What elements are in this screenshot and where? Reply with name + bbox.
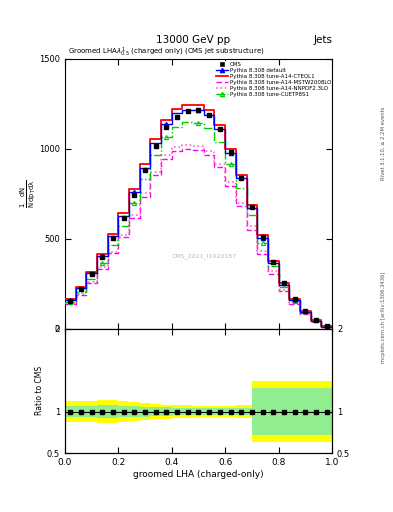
X-axis label: groomed LHA (charged-only): groomed LHA (charged-only)	[133, 470, 264, 479]
Y-axis label: $\mathregular{\frac{1}{N} \frac{dN}{d p_T d\lambda}}$: $\mathregular{\frac{1}{N} \frac{dN}{d p_…	[18, 180, 38, 208]
Text: 13000 GeV pp: 13000 GeV pp	[156, 35, 230, 45]
Text: Groomed LHA$\lambda^{1}_{0.5}$ (charged only) (CMS jet substructure): Groomed LHA$\lambda^{1}_{0.5}$ (charged …	[68, 46, 264, 59]
Text: Rivet 3.1.10, ≥ 2.2M events: Rivet 3.1.10, ≥ 2.2M events	[381, 106, 386, 180]
Text: mcplots.cern.ch [arXiv:1306.3436]: mcplots.cern.ch [arXiv:1306.3436]	[381, 272, 386, 363]
Legend: CMS, Pythia 8.308 default, Pythia 8.308 tune-A14-CTEQL1, Pythia 8.308 tune-A14-M: CMS, Pythia 8.308 default, Pythia 8.308 …	[215, 61, 332, 98]
Text: CMS_2021_I1920187: CMS_2021_I1920187	[171, 253, 236, 259]
Text: Jets: Jets	[313, 35, 332, 45]
Y-axis label: Ratio to CMS: Ratio to CMS	[35, 366, 44, 415]
